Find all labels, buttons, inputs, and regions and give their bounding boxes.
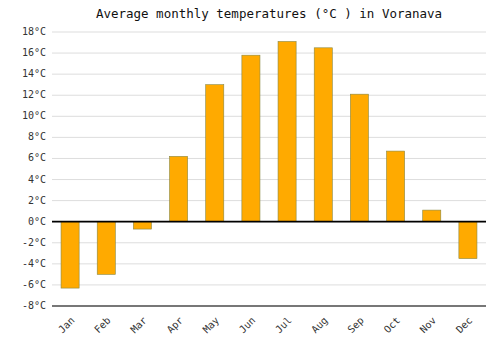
y-tick-label: 0°C [28,216,46,227]
y-tick-labels: -8°C -6°C -4°C -2°C 0°C 2°C 4°C 6°C 8°C 10°C 12°C 1… [22,26,46,311]
bar [170,156,188,221]
grid-line [52,221,486,222]
chart: -8°C -6°C -4°C -2°C 0°C 2°C 4°C 6°C 8°C 10°C 12°C 1… [0,0,500,350]
x-tick-label: Oct [382,315,403,336]
bar [278,41,296,221]
bar [314,48,332,222]
y-tick-label: -2°C [22,237,46,248]
y-tick-label: 8°C [28,131,46,142]
grid-line [52,137,486,138]
y-tick-label: 6°C [28,152,46,163]
grid-line [52,200,486,201]
x-tick-label: Dec [454,315,475,336]
grid-line [52,95,486,96]
x-tick-label: Jul [273,315,294,336]
y-tick-label: 2°C [28,195,46,206]
x-tick-label: Feb [92,315,113,336]
bar [242,55,260,222]
y-tick-label: 16°C [22,47,46,58]
y-tick-label: 4°C [28,174,46,185]
bar [387,151,405,222]
y-grid [52,32,486,306]
y-tick-label: 10°C [22,110,46,121]
x-tick-label: Mar [128,315,149,336]
y-tick-label: -8°C [22,300,46,311]
x-tick-label: Jun [237,315,258,336]
x-tick-label: May [201,315,222,336]
grid-line [52,179,486,180]
grid-line [52,263,486,264]
grid-line [52,242,486,243]
bar [350,94,368,222]
y-tick-label: 14°C [22,68,46,79]
bars [61,41,477,288]
x-tick-label: Nov [418,315,439,336]
grid-line [52,158,486,159]
grid-line [52,53,486,54]
y-tick-label: -4°C [22,258,46,269]
x-tick-labels: Jan Feb Mar Apr May Jun Jul Aug Sep Oct Nov Dec [56,315,474,336]
chart-container: -8°C -6°C -4°C -2°C 0°C 2°C 4°C 6°C 8°C 10°C 12°C 1… [0,0,500,350]
grid-line [52,306,486,307]
x-axis-line [52,305,486,306]
zero-line [52,221,486,223]
bar [206,85,224,222]
x-tick-label: Jan [56,315,77,336]
title: Average monthly temperatures (°C ) in Vo… [96,6,442,21]
grid-line [52,32,486,33]
bar [61,222,79,288]
bar [97,222,115,275]
y-tick-label: 12°C [22,89,46,100]
grid-line [52,284,486,285]
x-tick-label: Apr [165,315,186,336]
bar [133,222,151,229]
bar [459,222,477,259]
x-tick-label: Sep [345,315,366,336]
grid-line [52,116,486,117]
y-tick-label: -6°C [22,279,46,290]
grid-line [52,74,486,75]
x-tick-label: Aug [309,315,330,336]
y-tick-label: 18°C [22,26,46,37]
bar [423,210,441,222]
